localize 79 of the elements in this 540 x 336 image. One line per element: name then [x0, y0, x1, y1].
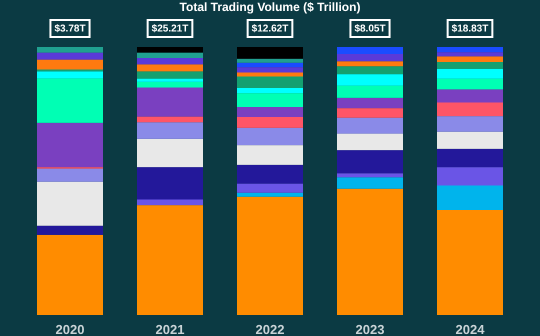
bar: [237, 107, 303, 117]
bar: [237, 196, 303, 315]
bar: [337, 66, 403, 74]
bar: [237, 145, 303, 165]
bar: [137, 122, 203, 139]
bar: [337, 173, 403, 178]
bar: [237, 67, 303, 72]
bar: [337, 150, 403, 174]
bar: [437, 78, 503, 90]
bar: [337, 177, 403, 189]
bar: [37, 47, 103, 53]
bar: [37, 226, 103, 235]
bar: [337, 118, 403, 134]
bar: [137, 71, 203, 79]
bar: [37, 182, 103, 226]
bar: [137, 205, 203, 315]
bar: [337, 98, 403, 108]
bar: [37, 71, 103, 78]
bar: [137, 138, 203, 168]
annotation: $18.83T: [452, 24, 488, 34]
bar: [437, 210, 503, 315]
bar: [37, 168, 103, 182]
bar: [37, 52, 103, 60]
bar: [437, 52, 503, 56]
bar: [137, 64, 203, 72]
bar: [337, 74, 403, 86]
bar: [137, 167, 203, 200]
bar: [237, 47, 303, 59]
bar: [137, 199, 203, 206]
bar: [437, 62, 503, 69]
chart-title: Total Trading Volume ($ Trillion): [180, 0, 360, 14]
bar: [137, 58, 203, 64]
annotation: $25.21T: [152, 24, 188, 34]
bar: [237, 58, 303, 63]
bar: [337, 86, 403, 98]
bar: [437, 68, 503, 79]
bar: [137, 52, 203, 58]
bar: [437, 167, 503, 186]
bar: [437, 116, 503, 132]
bar: [237, 62, 303, 68]
bar: [37, 60, 103, 70]
bar: [137, 82, 203, 88]
bar: [137, 116, 203, 122]
bar: [437, 56, 503, 62]
bar: [237, 72, 303, 76]
bar: [337, 61, 403, 66]
x-tick-label: 2021: [156, 322, 184, 336]
bar: [237, 128, 303, 146]
bar: [437, 132, 503, 149]
annotation: $3.78T: [54, 24, 86, 34]
bar: [337, 188, 403, 315]
bar: [337, 108, 403, 118]
bar: [237, 116, 303, 128]
bar: [37, 234, 103, 315]
bar: [37, 122, 103, 168]
bar: [137, 87, 203, 117]
bar: [237, 88, 303, 94]
bar: [237, 184, 303, 193]
bar: [137, 78, 203, 82]
bar: [437, 102, 503, 116]
annotation: $12.62T: [252, 24, 288, 34]
bar: [237, 164, 303, 184]
x-tick-label: 2024: [456, 322, 486, 336]
bar: [437, 186, 503, 210]
bar: [237, 93, 303, 108]
annotation: $8.05T: [354, 24, 386, 34]
bar: [337, 47, 403, 54]
bar: [437, 89, 503, 102]
bar: [237, 76, 303, 88]
bar: [437, 148, 503, 168]
x-tick-label: 2022: [256, 322, 284, 336]
bar: [37, 78, 103, 123]
bar: [337, 54, 403, 62]
bar: [237, 192, 303, 197]
x-tick-label: 2023: [356, 322, 384, 336]
x-tick-label: 2020: [56, 322, 84, 336]
bar: [437, 47, 503, 52]
bar: [337, 134, 403, 150]
bar: [137, 47, 203, 53]
